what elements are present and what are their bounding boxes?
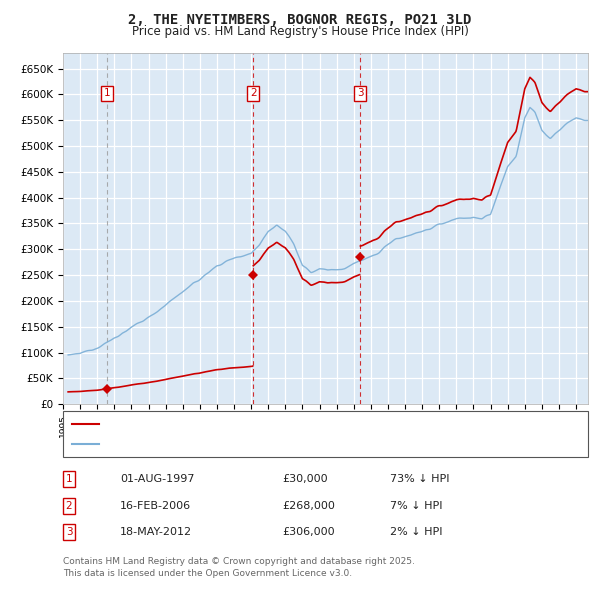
Text: 18-MAY-2012: 18-MAY-2012 <box>120 527 192 537</box>
Text: 16-FEB-2006: 16-FEB-2006 <box>120 501 191 510</box>
Text: 2, THE NYETIMBERS, BOGNOR REGIS, PO21 3LD: 2, THE NYETIMBERS, BOGNOR REGIS, PO21 3L… <box>128 13 472 27</box>
Text: Price paid vs. HM Land Registry's House Price Index (HPI): Price paid vs. HM Land Registry's House … <box>131 25 469 38</box>
Text: Contains HM Land Registry data © Crown copyright and database right 2025.: Contains HM Land Registry data © Crown c… <box>63 557 415 566</box>
Text: 73% ↓ HPI: 73% ↓ HPI <box>390 474 449 484</box>
Text: HPI: Average price, detached house, Arun: HPI: Average price, detached house, Arun <box>105 440 323 450</box>
Text: £306,000: £306,000 <box>282 527 335 537</box>
Text: This data is licensed under the Open Government Licence v3.0.: This data is licensed under the Open Gov… <box>63 569 352 578</box>
Text: 3: 3 <box>357 88 364 99</box>
Text: 01-AUG-1997: 01-AUG-1997 <box>120 474 194 484</box>
Text: £30,000: £30,000 <box>282 474 328 484</box>
Text: 3: 3 <box>65 527 73 537</box>
Text: 1: 1 <box>104 88 110 99</box>
Text: 2: 2 <box>250 88 257 99</box>
Text: 7% ↓ HPI: 7% ↓ HPI <box>390 501 443 510</box>
Text: 1: 1 <box>65 474 73 484</box>
Text: 2% ↓ HPI: 2% ↓ HPI <box>390 527 443 537</box>
Text: 2: 2 <box>65 501 73 510</box>
Text: 2, THE NYETIMBERS, BOGNOR REGIS, PO21 3LD (detached house): 2, THE NYETIMBERS, BOGNOR REGIS, PO21 3L… <box>105 419 449 429</box>
Text: £268,000: £268,000 <box>282 501 335 510</box>
